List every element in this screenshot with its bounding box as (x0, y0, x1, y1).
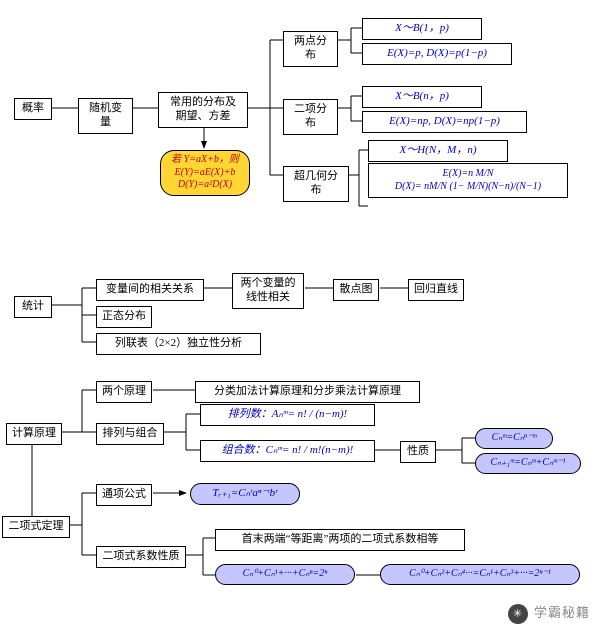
general-formula-pill: Tᵣ₊₁=Cₙʳaⁿ⁻ʳbʳ (190, 483, 300, 505)
prob-root: 概率 (14, 98, 52, 120)
general-term: 通项公式 (96, 484, 152, 506)
scatter: 散点图 (333, 279, 379, 301)
two-principles: 两个原理 (96, 381, 152, 403)
hypergeo-title: 超几何分布 (283, 166, 349, 202)
contingency: 列联表（2×2）独立性分析 (96, 333, 261, 355)
hypergeo-f23: E(X)=n M/N D(X)= nM/N (1− M/N)(N−n)/(N−1… (368, 163, 568, 198)
binomial-f1: X～B(n，p) (362, 86, 482, 108)
binomial-title: 二项分布 (283, 99, 338, 135)
two-point-f1: X～B(1，p) (362, 18, 482, 40)
binom-root: 二项式定理 (2, 516, 70, 538)
transform-formula: 若 Y=aX+b，则 E(Y)=aE(X)+b D(Y)=a²D(X) (160, 150, 250, 196)
perm-comb: 排列与组合 (96, 423, 164, 445)
common-dist: 常用的分布及 期望、方差 (158, 92, 248, 128)
two-point-f2: E(X)=p, D(X)=p(1−p) (362, 43, 512, 65)
binomial-f2: E(X)=np, D(X)=np(1−p) (362, 111, 527, 133)
hypergeo-f2: E(X)=n M/N (443, 168, 494, 179)
hypergeo-f1: X～H(N，M，n) (368, 140, 508, 162)
regression: 回归直线 (408, 279, 464, 301)
calc-root: 计算原理 (6, 423, 62, 445)
prop1-pill: Cₙᵐ=Cₙⁿ⁻ᵐ (475, 428, 553, 449)
sum-all-pill: Cₙ⁰+Cₙ¹+···+Cₙⁿ=2ⁿ (215, 564, 355, 585)
two-point-title: 两点分布 (283, 31, 338, 67)
hypergeo-f3: D(X)= nM/N (1− M/N)(N−n)/(N−1) (395, 181, 541, 192)
random-var: 随机变量 (78, 98, 133, 134)
symmetric-rule: 首末两端“等距离”两项的二项式系数相等 (215, 529, 465, 551)
perm-formula: 排列数：Aₙᵐ= n! / (n−m)! (200, 404, 375, 426)
comb-formula: 组合数：Cₙᵐ= n! / m!(n−m)! (200, 440, 375, 462)
linear-corr: 两个变量的 线性相关 (232, 273, 304, 309)
prop2-pill: Cₙ₊₁ᵐ=Cₙᵐ+Cₙᵐ⁻¹ (475, 453, 581, 474)
stats-root: 统计 (14, 296, 52, 318)
wechat-icon: ✳ (508, 604, 528, 624)
corr: 变量间的相关关系 (96, 279, 204, 301)
watermark: ✳ 学霸秘籍 (508, 602, 590, 624)
sum-even-pill: Cₙ⁰+Cₙ²+Cₙ⁴···=Cₙ¹+Cₙ³+···=2ⁿ⁻¹ (380, 564, 580, 585)
normal-dist: 正态分布 (96, 306, 152, 328)
principles-desc: 分类加法计算原理和分步乘法计算原理 (195, 381, 420, 403)
watermark-text: 学霸秘籍 (534, 605, 590, 620)
comb-property: 性质 (400, 441, 436, 463)
coef-property: 二项式系数性质 (96, 546, 186, 568)
